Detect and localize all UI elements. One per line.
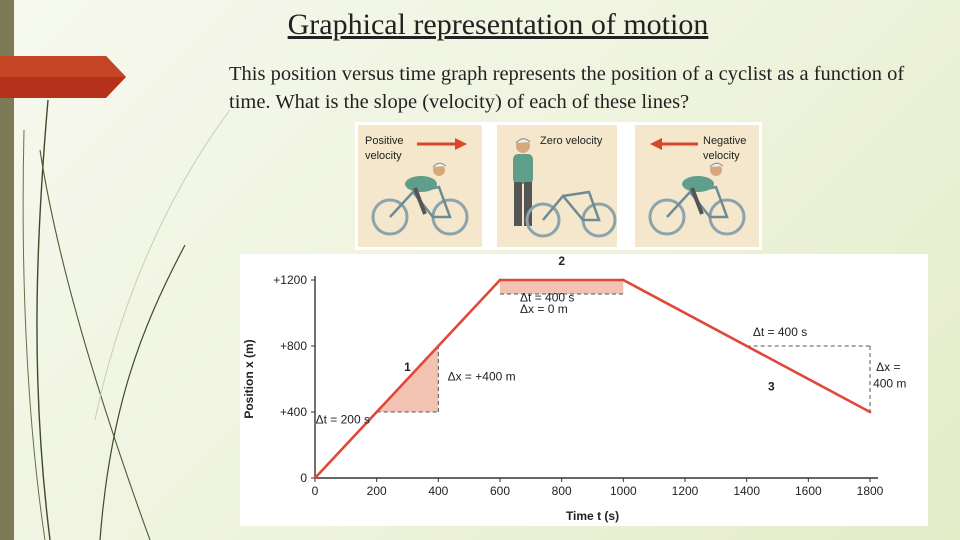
x-tick-label: 600: [490, 484, 510, 498]
chart-annotation: Δt = 200 s: [316, 413, 370, 427]
panel-2-label-1: Zero velocity: [540, 135, 603, 147]
cyclist-left-icon: [648, 162, 746, 236]
deco-curve-1: [36, 99, 51, 540]
x-tick-label: 1800: [857, 484, 884, 498]
segment-label-2: 2: [558, 254, 565, 268]
chart-annotation: Δt = 400 s: [753, 325, 807, 339]
chart-annotation: Δx = 0 m: [520, 302, 568, 316]
y-axis-title: Position x (m): [242, 339, 256, 418]
x-tick-label: 1600: [795, 484, 822, 498]
panel-1-label-1: Positive: [365, 135, 404, 147]
arrow-right-icon: [417, 138, 467, 150]
slope-band-2: [500, 280, 624, 294]
data-point: [498, 278, 502, 282]
segment-label-1: 1: [404, 360, 411, 374]
segment-label-3: 3: [768, 380, 775, 394]
slide-title: Graphical representation of motion: [287, 8, 709, 41]
x-tick-label: 400: [428, 484, 448, 498]
deco-curve-2: [39, 149, 151, 540]
data-point: [868, 410, 872, 414]
x-tick-label: 1400: [733, 484, 760, 498]
decorative-lines: [22, 99, 231, 540]
y-tick-label: +400: [280, 405, 307, 419]
arrow-left-icon: [650, 138, 698, 150]
panel-3-label-1: Negative: [703, 135, 746, 147]
red-arrow-icon: [0, 56, 126, 98]
cyclist-right-icon: [371, 162, 469, 236]
chart-annotation: Δx =: [876, 360, 900, 374]
deco-curve-5: [94, 109, 231, 421]
panel-3-label-2: velocity: [703, 150, 740, 162]
standing-cyclist-icon: [513, 138, 617, 238]
panel-positive-velocity: Positive velocity: [358, 125, 482, 247]
x-tick-label: 200: [367, 484, 387, 498]
chart-annotation: Δt = 400 s: [520, 290, 574, 304]
y-tick-label: +800: [280, 339, 307, 353]
x-tick-label: 800: [552, 484, 572, 498]
x-tick-label: 1000: [610, 484, 637, 498]
data-point: [621, 278, 625, 282]
panel-negative-velocity: Negative velocity: [635, 125, 759, 247]
x-tick-label: 1200: [672, 484, 699, 498]
cyclist-illustration: Positive velocity Zero velocity: [355, 122, 762, 250]
chart-annotation: Δx = +400 m: [448, 370, 516, 384]
x-axis-title: Time t (s): [566, 509, 619, 523]
panel-1-label-2: velocity: [365, 150, 402, 162]
y-tick-label: +1200: [273, 273, 307, 287]
deco-curve-3: [22, 129, 46, 540]
deco-curve-4: [99, 244, 186, 540]
panel-zero-velocity: Zero velocity: [497, 125, 617, 247]
x-tick-label: 0: [312, 484, 319, 498]
position-time-chart-panel: 0 200 400 600 800 1000 1200 1400 1600 1800 0 +400 +8…: [240, 254, 928, 526]
y-tick-label: 0: [300, 471, 307, 485]
position-time-chart: 0 200 400 600 800 1000 1200 1400 1600 1800 0 +400 +8…: [242, 254, 906, 523]
data-point: [313, 476, 317, 480]
chart-annotation: 400 m: [873, 376, 906, 390]
position-line-series-1: [314, 278, 871, 479]
slide-description: This position versus time graph represen…: [229, 63, 905, 113]
left-accent-bar: [0, 0, 14, 540]
